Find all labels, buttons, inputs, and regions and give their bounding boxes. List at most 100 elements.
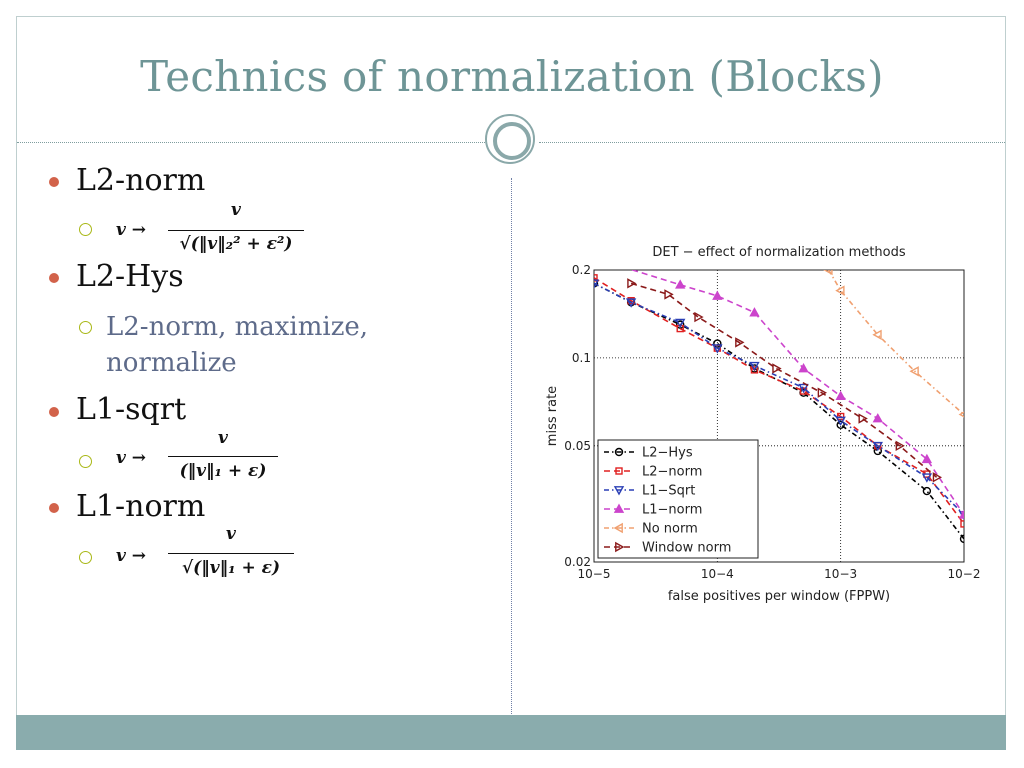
legend-marker xyxy=(615,467,623,475)
data-point xyxy=(675,279,686,289)
y-tick-label: 0.2 xyxy=(572,263,591,277)
y-axis-label: miss rate xyxy=(545,386,560,446)
data-point xyxy=(922,486,932,496)
series-line xyxy=(828,270,964,416)
y-tick-label: 0.02 xyxy=(564,555,591,569)
formula-denominator: √(‖v‖₂² + ε²) xyxy=(179,234,293,254)
legend-box xyxy=(597,439,759,559)
sub-bullet-ring xyxy=(79,223,92,236)
bullet-dot xyxy=(49,177,59,187)
data-point xyxy=(749,361,760,372)
data-point xyxy=(909,366,919,377)
data-point xyxy=(958,509,964,519)
bullet-l2-norm: L2-norm xyxy=(76,163,206,198)
data-point xyxy=(749,307,760,317)
formula-numerator: v xyxy=(218,428,228,448)
data-point xyxy=(817,387,828,398)
data-point xyxy=(872,413,883,423)
bullet-dot xyxy=(49,273,59,283)
bullet-l1-norm: L1-norm xyxy=(76,489,206,524)
det-chart: DET − effect of normalization methods 10… xyxy=(545,245,980,604)
data-point xyxy=(712,344,723,354)
legend: L2−Hys L2−norm L1−Sqrt L1−norm No norm Window… xyxy=(597,439,759,559)
slide-title: Technics of normalization (Blocks) xyxy=(140,52,884,101)
x-tick-label: 10−5 xyxy=(578,567,611,581)
y-tick-label: 0.1 xyxy=(572,351,591,365)
formula-numerator: v xyxy=(231,200,241,220)
legend-marker xyxy=(613,503,625,513)
formula-lhs: v → xyxy=(116,448,147,468)
series-line xyxy=(594,277,964,525)
title-divider-right xyxy=(539,142,1005,143)
formula-denominator: √(‖v‖₁ + ε) xyxy=(182,558,280,578)
divider-ornament-inner xyxy=(493,122,531,160)
data-point xyxy=(958,411,964,418)
data-point xyxy=(625,298,637,308)
data-point xyxy=(921,473,933,483)
data-point xyxy=(959,534,964,544)
fraction-bar xyxy=(168,230,304,231)
data-point xyxy=(835,390,846,400)
title-divider-left xyxy=(17,142,485,143)
data-point xyxy=(823,270,833,276)
data-point xyxy=(590,254,598,261)
legend-label: L2−Hys xyxy=(642,446,693,461)
data-point xyxy=(694,311,704,323)
sub-bullet-ring xyxy=(79,455,92,468)
bullet-dot xyxy=(49,407,59,417)
data-point xyxy=(872,441,883,452)
bullet-dot xyxy=(49,503,59,513)
data-point xyxy=(594,274,598,282)
data-point xyxy=(594,279,599,288)
formula-denominator: (‖v‖₁ + ε) xyxy=(179,461,267,481)
series-line xyxy=(630,282,938,478)
legend-label: L2−norm xyxy=(642,465,702,480)
footer-bar xyxy=(16,715,1006,750)
formula-numerator: v xyxy=(226,524,236,544)
data-point xyxy=(772,363,782,374)
data-point xyxy=(798,363,809,373)
data-point xyxy=(932,472,943,483)
formula-lhs: v → xyxy=(116,220,147,240)
data-point xyxy=(872,329,882,340)
legend-label: L1−norm xyxy=(642,503,702,518)
data-point xyxy=(836,420,845,430)
data-point xyxy=(836,412,845,421)
data-point xyxy=(750,366,759,374)
legend-label: No norm xyxy=(642,522,698,537)
data-point xyxy=(895,440,905,451)
sub-bullet-ring xyxy=(79,551,92,564)
chart-title: DET − effect of normalization methods xyxy=(652,245,906,260)
legend-marker xyxy=(615,541,625,553)
bullet-l1-sqrt: L1-sqrt xyxy=(76,392,187,427)
series-line xyxy=(594,282,964,516)
sub-bullet-ring xyxy=(79,321,92,334)
column-divider xyxy=(511,178,512,714)
sub-bullet-l2-hys: L2-norm, maximize, normalize xyxy=(106,312,369,378)
bullet-l2-hys: L2-Hys xyxy=(76,259,184,294)
legend-marker xyxy=(613,522,623,534)
x-tick-label: 10−3 xyxy=(824,567,857,581)
x-tick-label: 10−2 xyxy=(948,567,981,581)
data-point xyxy=(627,278,637,289)
data-point xyxy=(798,383,809,394)
data-point xyxy=(735,337,745,348)
formula-lhs: v → xyxy=(116,546,147,566)
tick-labels: 10−5 10−4 10−3 10−2 0.2 0.1 0.05 0.02 xyxy=(564,263,980,581)
y-tick-label: 0.05 xyxy=(564,439,591,453)
data-point xyxy=(835,285,845,296)
data-point xyxy=(873,446,882,456)
legend-marker xyxy=(613,486,625,496)
data-point xyxy=(858,413,868,424)
series-layer xyxy=(590,254,964,544)
data-point xyxy=(675,318,686,329)
data-point xyxy=(835,416,846,427)
legend-marker xyxy=(614,447,624,457)
x-axis-label: false positives per window (FPPW) xyxy=(668,589,890,604)
data-point xyxy=(921,453,933,464)
data-point xyxy=(594,279,600,289)
fraction-bar xyxy=(168,553,294,554)
data-point xyxy=(960,520,964,528)
data-point xyxy=(664,289,674,300)
fraction-bar xyxy=(168,456,278,457)
